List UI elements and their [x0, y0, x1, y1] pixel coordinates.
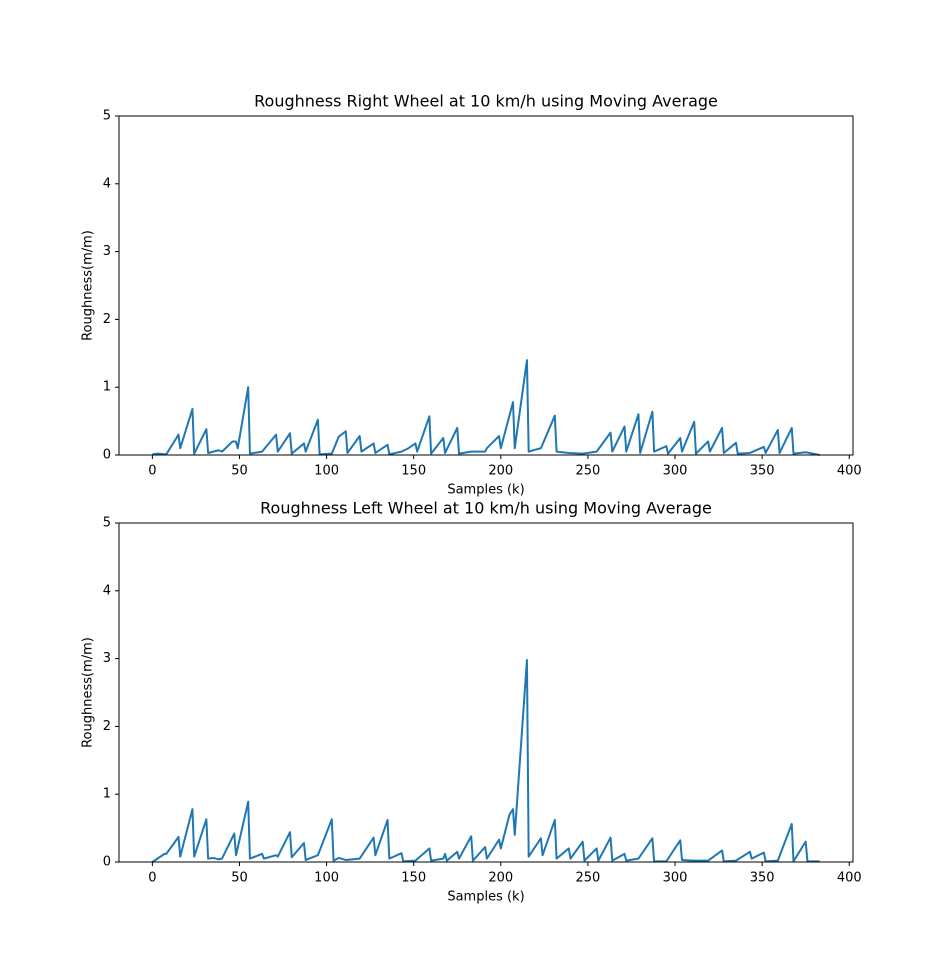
x-tick-label: 150 — [401, 871, 426, 886]
y-axis-label: Roughness(m/m) — [81, 230, 96, 341]
x-tick-label: 300 — [663, 871, 688, 886]
x-tick-label: 350 — [750, 464, 775, 479]
x-tick-label: 0 — [148, 464, 156, 479]
x-tick-label: 0 — [148, 871, 156, 886]
y-tick-label: 0 — [103, 855, 111, 870]
data-line — [152, 359, 820, 456]
chart-title: Roughness Left Wheel at 10 km/h using Mo… — [260, 499, 712, 518]
y-tick-label: 3 — [103, 651, 111, 666]
y-tick-label: 2 — [103, 312, 111, 327]
y-tick-label: 1 — [103, 787, 111, 802]
y-tick-label: 0 — [103, 448, 111, 463]
x-tick-label: 100 — [314, 464, 339, 479]
x-tick-label: 50 — [231, 871, 248, 886]
x-tick-label: 50 — [231, 464, 248, 479]
x-tick-label: 200 — [488, 871, 513, 886]
y-tick-label: 2 — [103, 719, 111, 734]
y-tick-label: 1 — [103, 380, 111, 395]
x-axis-label: Samples (k) — [447, 483, 524, 498]
y-axis-label: Roughness(m/m) — [81, 637, 96, 748]
y-tick-label: 5 — [103, 109, 111, 124]
x-tick-label: 150 — [401, 464, 426, 479]
chart-title: Roughness Right Wheel at 10 km/h using M… — [254, 92, 718, 111]
y-tick-label: 3 — [103, 244, 111, 259]
x-tick-label: 250 — [576, 464, 601, 479]
y-tick-label: 5 — [103, 516, 111, 531]
data-line — [151, 658, 820, 863]
x-tick-label: 350 — [750, 871, 775, 886]
x-tick-label: 200 — [488, 464, 513, 479]
x-tick-label: 400 — [837, 871, 862, 886]
x-tick-label: 300 — [663, 464, 688, 479]
x-tick-label: 250 — [576, 871, 601, 886]
y-tick-label: 4 — [103, 176, 111, 191]
axes-frame — [118, 115, 854, 456]
x-axis-label: Samples (k) — [447, 890, 524, 905]
y-tick-label: 4 — [103, 583, 111, 598]
axes-frame — [118, 522, 854, 863]
x-tick-label: 400 — [837, 464, 862, 479]
x-tick-label: 100 — [314, 871, 339, 886]
